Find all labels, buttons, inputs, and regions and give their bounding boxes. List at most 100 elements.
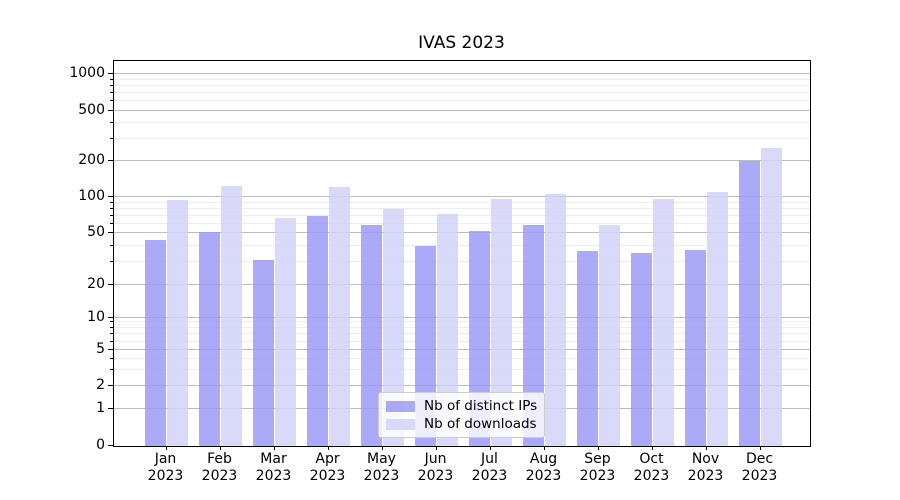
y-minor-tick: [110, 369, 113, 371]
bar-nb-of-distinct-ips-dec: [738, 161, 761, 446]
x-tick-label: May 2023: [350, 451, 414, 485]
bar-nb-of-downloads-apr: [328, 186, 351, 446]
y-gridline-major: [114, 160, 810, 162]
y-gridline-minor: [114, 333, 810, 335]
bar-nb-of-distinct-ips-sep: [576, 251, 599, 446]
y-minor-tick: [110, 321, 113, 323]
x-label-year: 2023: [633, 468, 670, 484]
x-label-year: 2023: [201, 468, 238, 484]
bar-nb-of-distinct-ips-mar: [252, 259, 275, 446]
y-major-tick: [108, 445, 113, 446]
x-label-month: Aug: [529, 451, 558, 467]
x-tick-label: Nov 2023: [674, 451, 738, 485]
y-minor-tick: [110, 327, 113, 329]
x-tick-label: Feb 2023: [188, 451, 252, 485]
bar-nb-of-downloads-dec: [760, 147, 783, 446]
y-major-tick: [108, 160, 113, 162]
y-gridline-minor: [114, 260, 810, 262]
x-label-month: Jan: [154, 451, 177, 467]
y-minor-tick: [110, 340, 113, 342]
y-gridline-minor: [114, 327, 810, 329]
legend-swatch-downloads: [386, 418, 415, 430]
chart-title: IVAS 2023: [418, 33, 505, 53]
y-gridline-major: [114, 316, 810, 318]
y-major-tick: [108, 385, 113, 387]
x-label-year: 2023: [579, 468, 616, 484]
x-label-year: 2023: [741, 468, 778, 484]
legend-item-downloads: Nb of downloads: [386, 415, 537, 433]
y-tick-label: 1: [96, 399, 105, 416]
y-gridline-major: [114, 109, 810, 111]
y-minor-tick: [110, 84, 113, 86]
bar-nb-of-distinct-ips-nov: [684, 249, 707, 446]
y-gridline-major: [114, 73, 810, 75]
x-tick: [759, 446, 761, 450]
x-tick: [381, 446, 383, 450]
y-minor-tick: [110, 244, 113, 246]
x-label-month: Jun: [424, 451, 447, 467]
y-minor-tick: [110, 207, 113, 209]
y-gridline-major: [114, 349, 810, 351]
legend-item-distinct-ips: Nb of distinct IPs: [386, 397, 537, 415]
y-minor-tick: [110, 137, 113, 139]
bar-nb-of-distinct-ips-feb: [198, 231, 221, 446]
x-label-month: Sep: [584, 451, 611, 467]
y-tick-label: 2: [96, 377, 105, 394]
y-minor-tick: [110, 201, 113, 203]
bar-nb-of-distinct-ips-aug: [522, 225, 545, 446]
y-minor-tick: [110, 358, 113, 360]
x-tick-label: Oct 2023: [620, 451, 684, 485]
y-major-tick: [108, 283, 113, 285]
x-tick-label: Apr 2023: [296, 451, 360, 485]
bar-nb-of-distinct-ips-apr: [306, 216, 329, 446]
y-major-tick: [108, 73, 113, 75]
x-tick: [273, 446, 275, 450]
y-gridline-minor: [114, 214, 810, 216]
x-tick-label: Jul 2023: [458, 451, 522, 485]
legend-swatch-distinct-ips: [386, 400, 415, 412]
y-major-tick: [108, 196, 113, 198]
x-tick: [435, 446, 437, 450]
x-label-month: Jul: [481, 451, 498, 467]
y-gridline-minor: [114, 369, 810, 371]
y-major-tick: [108, 316, 113, 318]
y-tick-label: 5: [96, 341, 105, 358]
y-minor-tick: [110, 99, 113, 101]
x-label-year: 2023: [687, 468, 724, 484]
y-gridline-minor: [114, 244, 810, 246]
y-gridline-minor: [114, 91, 810, 93]
y-tick-label: 0: [96, 437, 105, 453]
bar-nb-of-downloads-aug: [544, 193, 567, 446]
y-gridline-minor: [114, 121, 810, 123]
y-gridline-major: [114, 196, 810, 198]
y-gridline-minor: [114, 222, 810, 224]
y-tick-label: 500: [78, 101, 105, 118]
y-minor-tick: [110, 121, 113, 123]
x-label-month: Oct: [639, 451, 664, 467]
y-gridline-major: [114, 385, 810, 387]
x-label-year: 2023: [471, 468, 508, 484]
bar-nb-of-downloads-mar: [274, 217, 297, 446]
x-label-month: Dec: [745, 451, 774, 467]
y-gridline-minor: [114, 137, 810, 139]
y-tick-label: 100: [78, 188, 105, 205]
y-tick-label: 50: [87, 224, 105, 240]
y-gridline-minor: [114, 84, 810, 86]
x-label-month: Apr: [315, 451, 340, 467]
bar-nb-of-downloads-nov: [706, 192, 729, 446]
y-gridline-major: [114, 232, 810, 233]
y-gridline-minor: [114, 78, 810, 80]
x-tick-label: Jan 2023: [134, 451, 198, 485]
x-tick-label: Jun 2023: [404, 451, 468, 485]
bar-nb-of-downloads-oct: [652, 198, 675, 446]
x-label-year: 2023: [525, 468, 562, 484]
legend-label-downloads: Nb of downloads: [424, 416, 537, 432]
y-major-tick: [108, 349, 113, 351]
x-tick-label: Sep 2023: [566, 451, 630, 485]
y-tick-label: 10: [87, 308, 105, 325]
x-tick-label: Dec 2023: [728, 451, 792, 485]
bar-nb-of-downloads-jan: [166, 199, 189, 446]
x-tick: [219, 446, 221, 450]
bar-nb-of-downloads-jun: [436, 214, 459, 446]
